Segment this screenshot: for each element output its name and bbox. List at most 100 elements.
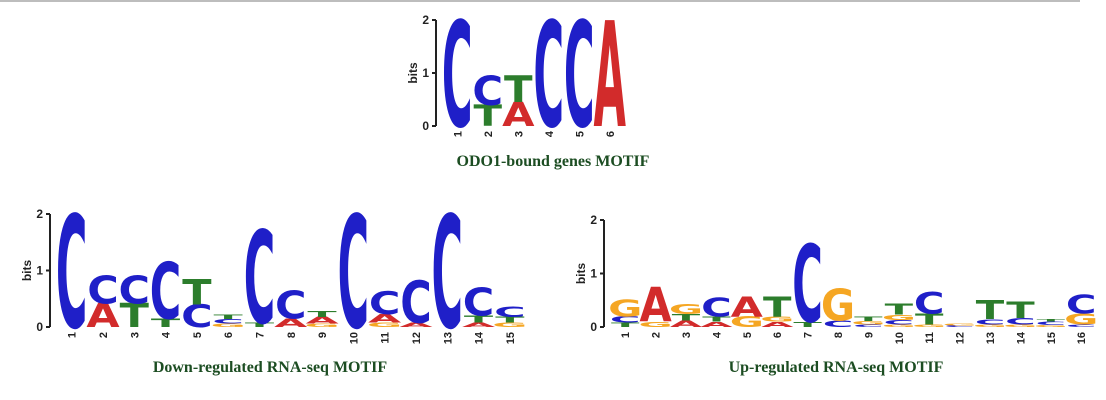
logo-letter-C: C	[701, 293, 732, 323]
logo-letter-G: G	[1064, 311, 1098, 328]
position-label: 4	[544, 130, 556, 137]
y-tick-label: 2	[590, 213, 597, 227]
logo-letter-G: G	[211, 323, 246, 328]
logo-letter-T: T	[182, 273, 212, 313]
logo-letter-G: G	[730, 314, 764, 331]
position-label: 1	[67, 332, 79, 338]
logo-letter-C: C	[792, 224, 823, 348]
logo-letter-T: T	[151, 317, 181, 330]
y-tick-label: 1	[590, 267, 597, 281]
y-axis-title: bits	[20, 260, 34, 282]
logo-letter-G: G	[973, 324, 1007, 328]
logo-letter-C: C	[853, 324, 884, 328]
logo-letter-A: A	[731, 291, 764, 323]
logo-letter-G: G	[304, 323, 339, 328]
logo-letter-A: A	[670, 319, 703, 329]
logo-letter-G: G	[912, 324, 946, 328]
logo-letter-C: C	[914, 288, 945, 321]
position-label: 13	[442, 332, 454, 344]
logo-letter-G: G	[367, 322, 402, 329]
logo-letter-C: C	[533, 0, 564, 161]
position-label: 1	[620, 332, 632, 338]
position-label: 3	[681, 332, 693, 338]
y-tick-label: 1	[422, 66, 429, 80]
position-label: 11	[380, 332, 392, 344]
logo-letter-G: G	[760, 315, 794, 324]
logo-letter-T: T	[120, 297, 149, 335]
logo-letter-T: T	[214, 314, 243, 321]
position-label: 10	[348, 332, 360, 344]
position-label: 12	[955, 332, 967, 344]
position-label: 9	[317, 332, 329, 338]
logo-letter-T: T	[495, 315, 524, 324]
position-label: 6	[605, 131, 617, 137]
logo-letter-G: G	[1003, 324, 1037, 328]
position-label: 2	[651, 332, 663, 338]
logo-letter-A: A	[399, 322, 433, 329]
position-label: 12	[411, 332, 423, 344]
position-label: 5	[574, 131, 586, 137]
caption-down-regulated: Down-regulated RNA-seq MOTIF	[152, 359, 388, 376]
logo-letter-C: C	[463, 280, 495, 325]
logo-letter-G: G	[669, 302, 703, 317]
logo-letter-G: G	[608, 295, 642, 322]
logo-letter-A: A	[502, 96, 534, 134]
logo-letter-T: T	[473, 100, 502, 133]
logo-letter-T: T	[672, 313, 701, 323]
position-label: 6	[223, 332, 235, 338]
position-label: 15	[1046, 332, 1058, 344]
logo-letter-G: G	[1034, 324, 1068, 327]
logo-letter-T: T	[464, 314, 494, 325]
logo-letter-T: T	[307, 310, 336, 319]
logo-letter-T: T	[611, 322, 640, 329]
position-label: 5	[742, 332, 754, 338]
position-label: 14	[1015, 331, 1027, 344]
y-tick-label: 1	[36, 264, 43, 278]
caption-odo1: ODO1-bound genes MOTIF	[456, 153, 650, 170]
position-label: 4	[711, 331, 723, 338]
logo-letter-T: T	[504, 70, 533, 112]
logo-letter-T: T	[763, 291, 791, 323]
logo-letter-C: C	[1036, 321, 1067, 326]
logo-letter-G: G	[882, 324, 916, 328]
logo-letter-C: C	[56, 184, 88, 364]
logo-letter-C: C	[118, 267, 150, 312]
logo-letter-C: C	[338, 184, 370, 364]
position-label: 13	[985, 332, 997, 344]
logo-letter-T: T	[1006, 297, 1035, 323]
logo-letter-A: A	[594, 0, 626, 161]
logo-letter-A: A	[761, 320, 794, 329]
logo-letter-C: C	[369, 285, 400, 321]
position-label: 15	[505, 332, 517, 344]
position-label: 10	[894, 332, 906, 344]
logo-letter-G: G	[851, 320, 885, 325]
logo-letter-C: C	[244, 206, 275, 353]
logo-letter-C: C	[883, 319, 914, 326]
logo-letter-G: G	[942, 323, 976, 326]
y-tick-label: 0	[422, 119, 429, 133]
logo-letter-G: G	[638, 320, 672, 329]
y-tick-label: 2	[36, 207, 43, 221]
logo-letter-C: C	[1005, 316, 1036, 326]
logo-letter-A: A	[462, 322, 496, 329]
position-label: 7	[254, 332, 266, 338]
logo-letter-T: T	[1037, 318, 1067, 322]
position-label: 8	[286, 332, 298, 338]
y-axis-title: bits	[406, 62, 420, 84]
logo-letter-A: A	[368, 312, 402, 325]
position-label: 3	[513, 131, 525, 137]
position-label: 14	[474, 331, 486, 344]
logo-letter-C: C	[400, 270, 431, 337]
logo-letter-T: T	[915, 311, 944, 328]
logo-letter-G: G	[492, 322, 527, 329]
logo-letter-G: G	[821, 281, 855, 332]
logo-letter-C: C	[564, 0, 595, 161]
logo-letter-A: A	[86, 297, 120, 335]
caption-up-regulated: Up-regulated RNA-seq MOTIF	[728, 359, 944, 376]
logo-letter-A: A	[639, 277, 672, 333]
logo-letter-C: C	[944, 325, 975, 328]
position-label: 11	[924, 332, 936, 344]
logo-letter-C: C	[442, 0, 473, 161]
position-label: 6	[772, 332, 784, 338]
